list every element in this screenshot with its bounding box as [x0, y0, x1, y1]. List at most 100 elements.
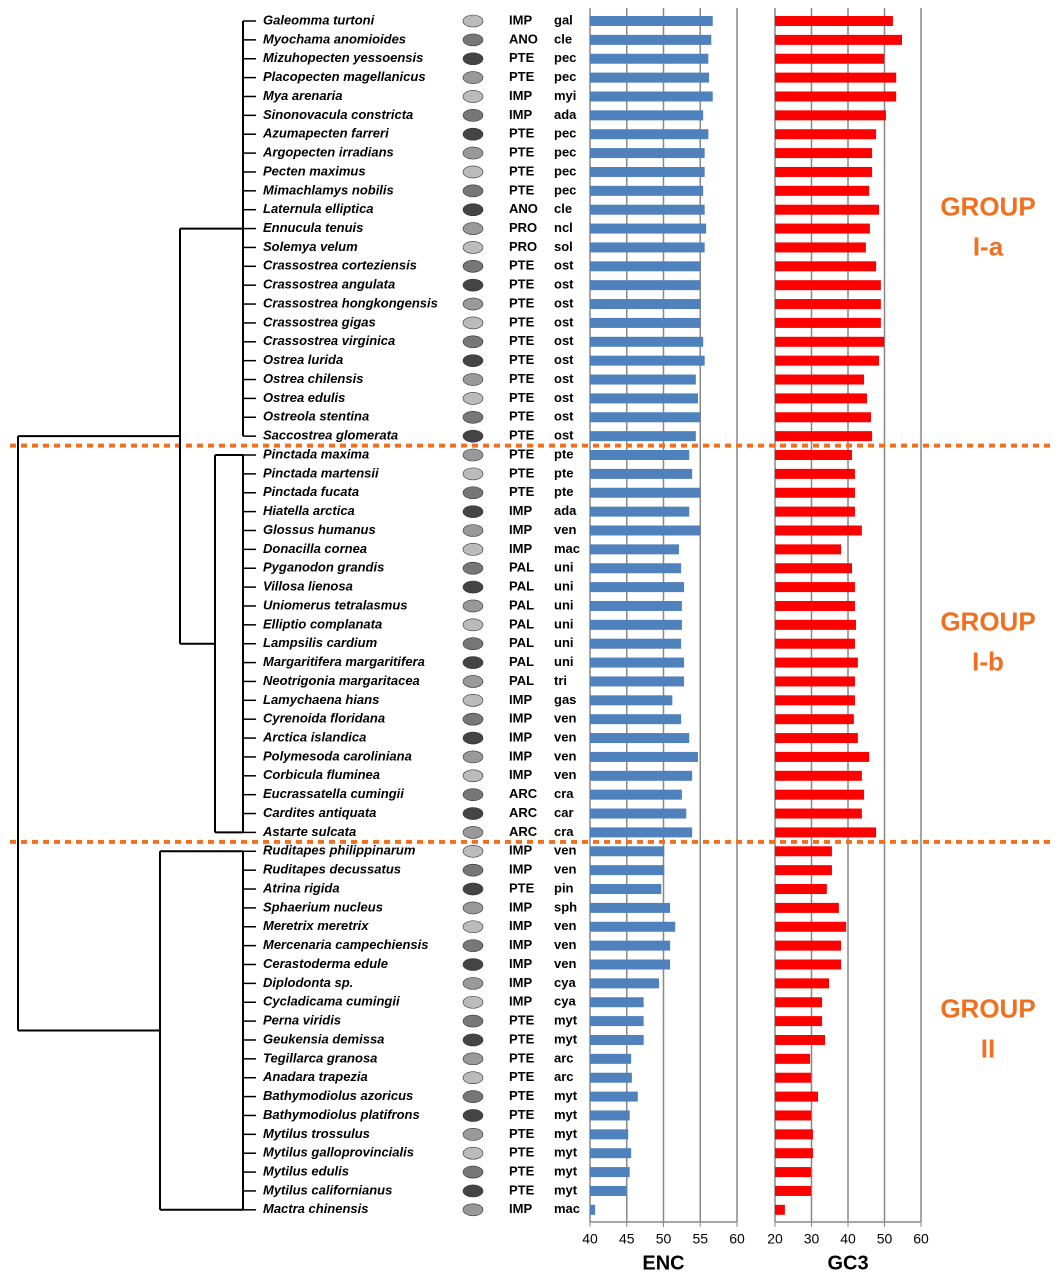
subclass-code: PTE — [509, 1013, 535, 1028]
x-tick-label: 55 — [692, 1231, 708, 1247]
bar — [775, 337, 884, 347]
subclass-code: IMP — [509, 748, 532, 763]
bar — [775, 865, 832, 875]
subclass-code: PTE — [509, 277, 535, 292]
bar — [775, 1073, 811, 1083]
species-name: Meretrix meretrix — [263, 918, 369, 933]
species-name: Mercenaria campechiensis — [263, 937, 428, 952]
bar — [590, 676, 684, 686]
group-label: I-b — [972, 647, 1004, 677]
bar — [590, 1092, 638, 1102]
bar — [775, 73, 896, 83]
bar — [775, 242, 866, 252]
bar — [775, 1167, 811, 1177]
shell-icon — [463, 638, 483, 650]
bar — [775, 224, 870, 234]
bar — [775, 978, 829, 988]
species-name: Neotrigonia margaritacea — [263, 673, 420, 688]
subclass-code: IMP — [509, 918, 532, 933]
bar — [590, 318, 700, 328]
shell-icon — [463, 1166, 483, 1178]
family-code: cle — [554, 31, 572, 46]
shell-icon — [463, 90, 483, 102]
species-name: Lamychaena hians — [263, 692, 379, 707]
species-name: Azumapecten farreri — [262, 126, 389, 141]
bar — [775, 695, 855, 705]
family-code: ost — [554, 277, 574, 292]
family-code: ven — [554, 937, 576, 952]
shell-icon — [463, 1109, 483, 1121]
species-name: Sphaerium nucleus — [263, 899, 383, 914]
species-name: Mizuhopecten yessoensis — [263, 50, 423, 65]
bar — [775, 544, 841, 554]
subclass-code: PTE — [509, 390, 535, 405]
species-name: Glossus humanus — [263, 522, 376, 537]
shell-icon — [463, 468, 483, 480]
subclass-code: IMP — [509, 711, 532, 726]
family-code: pec — [554, 126, 576, 141]
family-code: ost — [554, 333, 574, 348]
shell-icon — [463, 336, 483, 348]
family-code: sph — [554, 899, 577, 914]
species-name: Myochama anomioides — [263, 31, 406, 46]
shell-icon — [463, 543, 483, 555]
bar — [775, 884, 827, 894]
shell-icon — [463, 1034, 483, 1046]
subclass-code: PTE — [509, 182, 535, 197]
family-code: myt — [554, 1107, 578, 1122]
species-name: Cycladicama cumingii — [263, 994, 400, 1009]
family-code: pec — [554, 145, 576, 160]
family-code: arc — [554, 1050, 574, 1065]
x-tick-label: 40 — [582, 1231, 598, 1247]
species-name: Ostreola stentina — [263, 409, 369, 424]
bar — [590, 1035, 644, 1045]
bar — [590, 1167, 630, 1177]
species-name: Mya arenaria — [263, 88, 343, 103]
bar — [590, 733, 689, 743]
bar — [590, 167, 705, 177]
bar — [775, 601, 855, 611]
subclass-code: ANO — [509, 31, 538, 46]
subclass-code: IMP — [509, 503, 532, 518]
bar — [775, 941, 841, 951]
shell-icon — [463, 581, 483, 593]
family-code: pec — [554, 50, 576, 65]
subclass-code: PTE — [509, 1126, 535, 1141]
bar — [775, 54, 884, 64]
shell-icon — [463, 1185, 483, 1197]
bar — [775, 110, 886, 120]
species-name: Crassostrea gigas — [263, 314, 376, 329]
species-name: Ruditapes decussatus — [263, 862, 401, 877]
shell-icon — [463, 996, 483, 1008]
subclass-code: IMP — [509, 107, 532, 122]
family-code: cra — [554, 824, 574, 839]
bar — [775, 318, 881, 328]
bar — [590, 1186, 627, 1196]
bar — [590, 129, 708, 139]
shell-icon — [463, 675, 483, 687]
bar — [775, 1186, 811, 1196]
family-code: uni — [554, 616, 574, 631]
subclass-code: ARC — [509, 786, 538, 801]
subclass-code: PTE — [509, 1031, 535, 1046]
family-code: ven — [554, 729, 576, 744]
shell-icon — [463, 355, 483, 367]
subclass-code: PTE — [509, 295, 535, 310]
bar — [775, 1016, 822, 1026]
bar — [590, 639, 681, 649]
bar — [775, 997, 822, 1007]
subclass-code: PTE — [509, 352, 535, 367]
bar — [775, 1148, 813, 1158]
shell-icon — [463, 1204, 483, 1216]
subclass-code: PAL — [509, 560, 534, 575]
bar — [590, 771, 692, 781]
species-name: Pecten maximus — [263, 163, 366, 178]
shell-icon — [463, 166, 483, 178]
shell-icon — [463, 1091, 483, 1103]
bar — [775, 733, 858, 743]
shell-icon — [463, 392, 483, 404]
shell-icon — [463, 1147, 483, 1159]
shell-icon — [463, 109, 483, 121]
family-code: ost — [554, 428, 574, 443]
bar — [775, 167, 872, 177]
